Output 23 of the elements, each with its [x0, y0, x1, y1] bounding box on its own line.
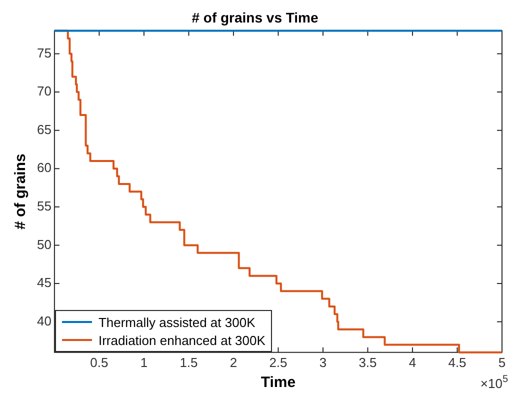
x-tick-label: 3: [319, 354, 327, 370]
legend-label: Thermally assisted at 300K: [98, 314, 256, 330]
x-tick-label: 3.5: [358, 354, 377, 370]
x-tick-label: 1.5: [180, 354, 198, 370]
x-tick-label: 4: [408, 354, 416, 370]
x-tick-label: 2.5: [269, 354, 288, 370]
y-tick-label: 55: [36, 198, 52, 214]
y-axis-title: # of grains: [12, 154, 30, 230]
y-tick-label: 50: [36, 236, 52, 252]
legend-label: Irradiation enhanced at 300K: [98, 332, 266, 348]
y-tick-label: 60: [36, 160, 52, 176]
x-tick-label: 4.5: [448, 354, 466, 370]
x-tick-label: 2: [230, 354, 238, 370]
y-tick-label: 45: [36, 275, 52, 290]
chart-title: # of grains vs Time: [192, 9, 318, 26]
y-tick-label: 75: [36, 45, 52, 60]
y-tick-label: 70: [36, 84, 52, 99]
x-tick-label: 0.5: [90, 354, 108, 370]
y-tick-label: 40: [36, 313, 52, 328]
x-axis-title: Time: [260, 374, 296, 392]
x-tick-label: 5: [498, 354, 506, 370]
y-tick-label: 65: [36, 122, 52, 137]
x-tick-label: 1: [140, 354, 148, 370]
